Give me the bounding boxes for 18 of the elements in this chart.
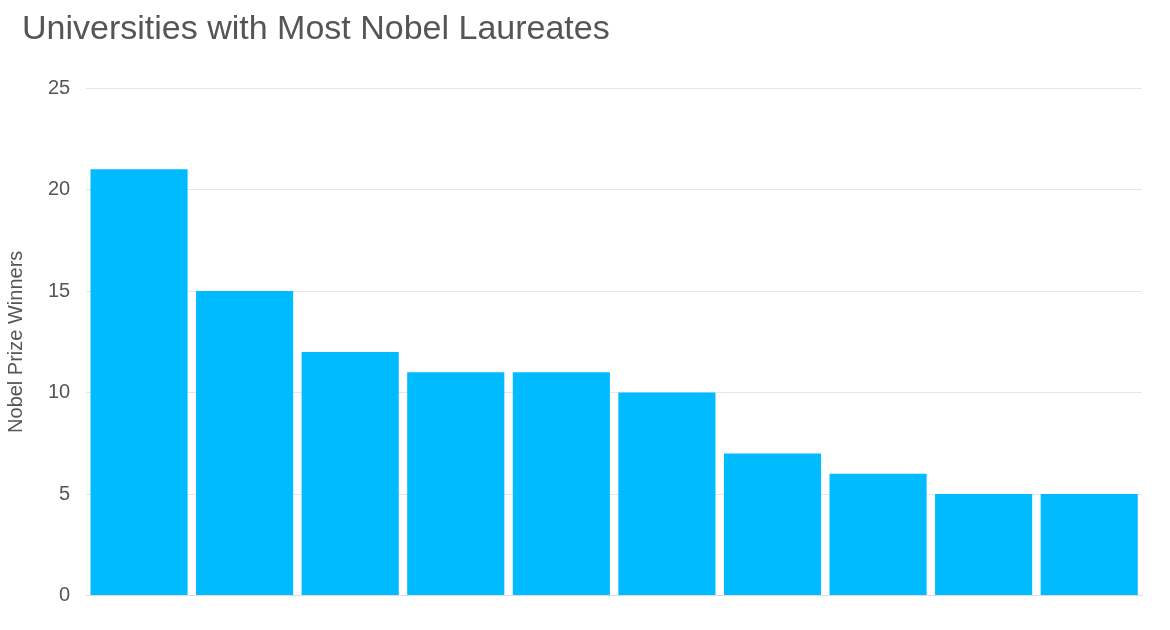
y-tick-label: 15 [48, 278, 71, 301]
bar [90, 169, 188, 596]
bar [829, 473, 927, 596]
bar [1040, 494, 1138, 596]
y-tick-label: 20 [48, 177, 71, 200]
y-axis-title: Nobel Prize Winners [3, 250, 26, 433]
bar [196, 291, 294, 596]
bar [618, 392, 716, 596]
bar [723, 453, 822, 596]
bar [935, 494, 1033, 596]
y-tick-label: 5 [59, 481, 71, 504]
bar [512, 372, 610, 596]
bar [301, 351, 399, 596]
y-tick-label: 10 [48, 380, 71, 403]
chart-title: Universities with Most Nobel Laureates [22, 8, 610, 47]
bar [407, 372, 505, 596]
y-tick-label: 25 [48, 75, 71, 98]
y-tick-label: 0 [59, 583, 71, 606]
